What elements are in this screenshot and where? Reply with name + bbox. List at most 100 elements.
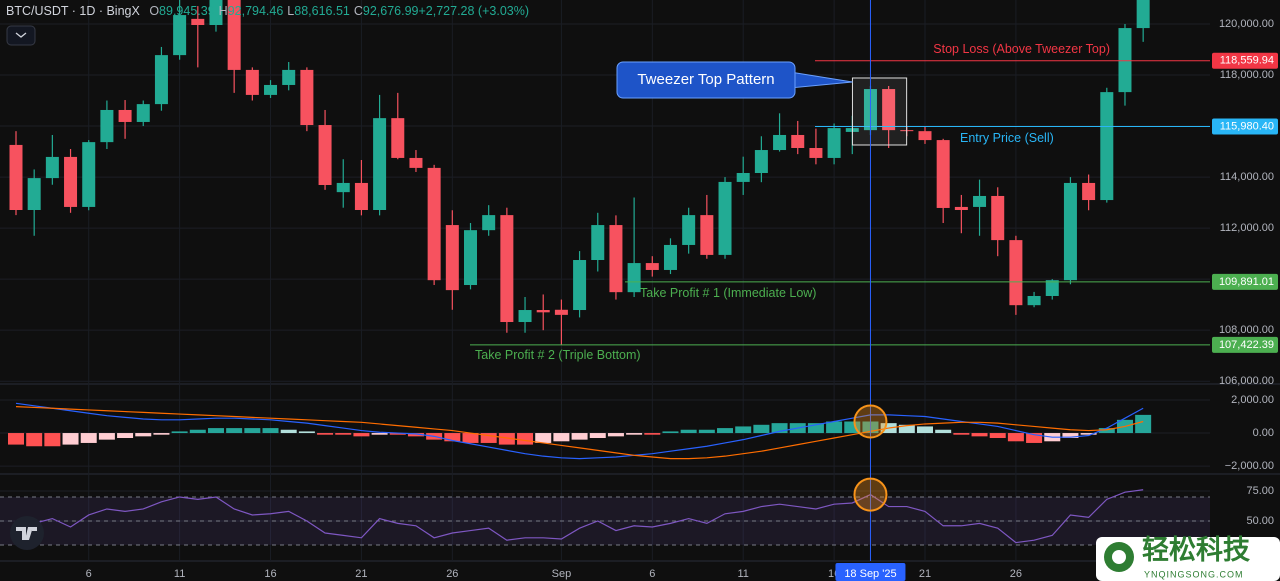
candle-body (464, 230, 477, 286)
watermark-brand: 轻松科技 (1142, 535, 1250, 565)
candle-body (264, 84, 278, 95)
candle-body (518, 310, 532, 323)
candle-body (663, 244, 677, 270)
candle-body (100, 109, 114, 143)
ohlc-value: 92,794.46 (228, 4, 284, 18)
macd-histogram-bar (62, 433, 79, 445)
macd-histogram-bar (771, 423, 788, 434)
x-tick-label: 6 (86, 568, 92, 580)
x-tick-label: 21 (919, 568, 931, 580)
macd-histogram-bar (1080, 433, 1097, 435)
signal-line (15, 406, 1144, 460)
watermark-box (1096, 537, 1280, 581)
candle-body (64, 156, 78, 207)
macd-histogram-bar (353, 433, 370, 437)
macd-pane (8, 402, 1152, 460)
candle-body (536, 310, 550, 313)
candle-body (354, 182, 368, 210)
candle-body (300, 69, 314, 126)
price-line-label: 115,980.40 (1220, 120, 1274, 132)
candle-body (718, 181, 732, 255)
candle-body (736, 173, 750, 182)
candle-body (1100, 92, 1114, 201)
candle-body (809, 147, 823, 158)
x-tick-label: 21 (355, 568, 367, 580)
x-tick-label: 18 Sep '25 (844, 568, 896, 580)
candle-body (9, 144, 23, 210)
macd-histogram-bar (535, 433, 552, 443)
macd-histogram-bar (462, 433, 479, 443)
x-tick-label: Sep (552, 568, 572, 580)
macd-histogram-bar (680, 429, 697, 434)
candle-body (682, 215, 696, 245)
price-line-label-box (1212, 118, 1278, 135)
price-line-label-box (1212, 336, 1278, 353)
macd-histogram-bar (989, 433, 1006, 438)
price-line-annotation: Take Profit # 1 (Immediate Low) (640, 286, 816, 300)
candle-body (554, 309, 568, 315)
candle-body (591, 225, 605, 261)
symbol: BTC/USDT · 1D · BingX (6, 4, 140, 18)
x-tick-label: 16 (264, 568, 276, 580)
macd-histogram-bar (735, 426, 752, 434)
macd-histogram-bar (480, 433, 497, 443)
macd-histogram-bar (607, 433, 624, 437)
macd-histogram-bar (335, 433, 352, 435)
candle-body (391, 118, 405, 158)
ohlc-key: L (287, 4, 294, 18)
overlay-layer: 120,000.00118,000.00116,000.00114,000.00… (86, 0, 1278, 581)
macd-histogram-bar (1007, 433, 1024, 442)
y-tick-label: 0.00 (1253, 427, 1274, 439)
candle-body (445, 225, 459, 291)
price-line-label-box (1212, 52, 1278, 69)
price-line-label: 107,422.39 (1219, 339, 1274, 351)
macd-histogram-bar (917, 426, 933, 434)
ohlc-value: 89,945.39 (159, 4, 215, 18)
price-line-label-box (1212, 273, 1278, 290)
rsi-line (15, 489, 1144, 544)
macd-histogram-bar (389, 433, 406, 435)
x-tick-label: 6 (649, 568, 655, 580)
candle-body (1027, 295, 1041, 306)
y-tick-label: 120,000.00 (1219, 18, 1274, 30)
candle-body (700, 215, 714, 255)
macd-histogram-bar (207, 428, 224, 434)
candle-body (1082, 182, 1096, 201)
candle-body (45, 156, 59, 179)
ohlc-value: +2,727.28 (+3.03%) (419, 4, 530, 18)
grid-layer (0, 0, 1210, 561)
macd-histogram-bar (517, 433, 534, 445)
macd-histogram-bar (444, 433, 461, 442)
macd-histogram-bar (826, 421, 843, 434)
candle-body (373, 118, 387, 210)
highlight-circle (853, 477, 888, 512)
macd-histogram-bar (407, 433, 424, 437)
candle-body (1136, 0, 1150, 29)
macd-histogram-bar (226, 428, 243, 434)
candle-body (936, 140, 950, 208)
macd-histogram-bar (8, 433, 24, 445)
macd-histogram-bar (971, 433, 988, 437)
candle-body (482, 215, 496, 231)
macd-histogram-bar (153, 433, 170, 435)
rsi-pane (0, 489, 1210, 546)
candle-body (227, 0, 241, 70)
macd-line (15, 402, 1144, 460)
macd-histogram-bar (280, 429, 297, 434)
candle-body (136, 104, 150, 122)
macd-histogram-bar (953, 433, 970, 435)
candle-body (118, 109, 132, 122)
macd-histogram-bar (98, 433, 115, 440)
y-tick-label: 114,000.00 (1220, 171, 1274, 183)
candle-body (209, 0, 223, 26)
macd-histogram-bar (553, 433, 570, 442)
tradingview-logo[interactable] (10, 516, 44, 550)
macd-histogram-bar (317, 433, 334, 435)
candle-body (918, 131, 932, 141)
candle-body (245, 69, 259, 95)
candle-body (573, 260, 587, 311)
macd-histogram-bar (717, 428, 734, 434)
candle-body (154, 55, 168, 105)
candle-body (82, 142, 96, 207)
collapse-button[interactable] (6, 25, 36, 46)
